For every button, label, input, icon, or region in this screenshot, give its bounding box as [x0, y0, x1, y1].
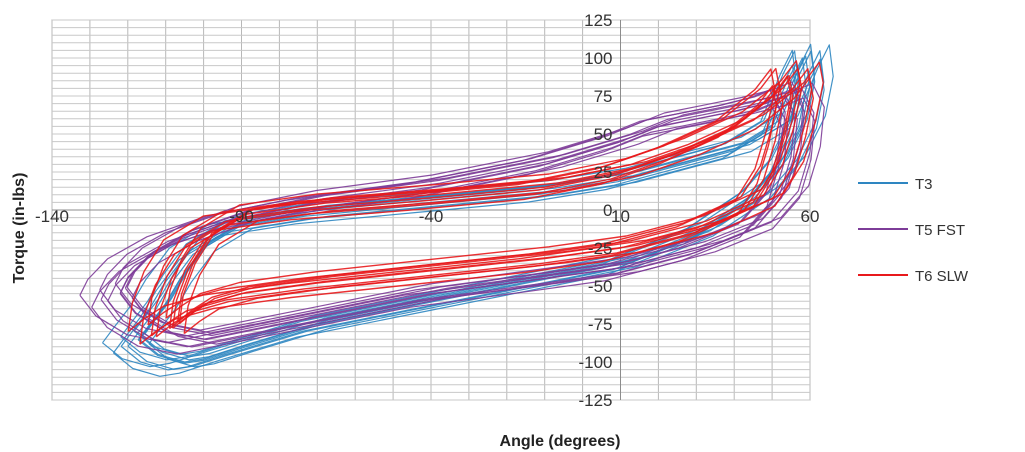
- y-tick-label: 100: [584, 49, 612, 68]
- x-axis-title: Angle (degrees): [500, 433, 621, 450]
- series-line: [172, 68, 813, 329]
- y-tick-label: -100: [578, 353, 612, 372]
- y-tick-label: 0: [603, 201, 612, 220]
- y-axis-title: Torque (in-lbs): [11, 173, 28, 284]
- x-axis: -140 -90 -40 10 60: [35, 207, 819, 226]
- y-tick-label: 50: [594, 125, 613, 144]
- series-line: [137, 50, 825, 364]
- y-tick-label: -50: [588, 277, 613, 296]
- y-tick-label: -75: [588, 315, 613, 334]
- series-line: [120, 55, 811, 371]
- legend-item-t3: T3: [858, 176, 933, 193]
- series-line: [150, 74, 794, 337]
- y-tick-label: 125: [584, 11, 612, 30]
- series-line: [119, 88, 815, 341]
- y-tick-label: -25: [588, 239, 613, 258]
- plot-area: [79, 43, 834, 377]
- series-line: [165, 60, 801, 319]
- series-line: [147, 67, 781, 326]
- series-line: [107, 101, 789, 348]
- series-line: [168, 75, 792, 330]
- legend-label-t6-slw: T6 SLW: [915, 268, 969, 285]
- y-tick-label: 75: [594, 87, 613, 106]
- series-line: [124, 82, 825, 337]
- y-tick-label: 25: [594, 163, 613, 182]
- legend-item-t6-slw: T6 SLW: [858, 268, 969, 285]
- legend-label-t5-fst: T5 FST: [915, 222, 965, 239]
- x-tick-label: 60: [801, 207, 820, 226]
- x-tick-label: -140: [35, 207, 69, 226]
- x-tick-label: -90: [229, 207, 254, 226]
- series-line: [100, 95, 798, 348]
- x-tick-label: 10: [611, 207, 630, 226]
- series-line: [127, 68, 776, 333]
- y-axis: 125 100 75 50 25 0 -25 -50 -75 -100 -125: [578, 11, 612, 410]
- x-tick-label: -40: [419, 207, 444, 226]
- legend: T3 T5 FST T6 SLW: [858, 176, 969, 285]
- y-tick-label: -125: [578, 391, 612, 410]
- legend-item-t5-fst: T5 FST: [858, 222, 965, 239]
- legend-label-t3: T3: [915, 176, 933, 193]
- series-line: [139, 85, 777, 345]
